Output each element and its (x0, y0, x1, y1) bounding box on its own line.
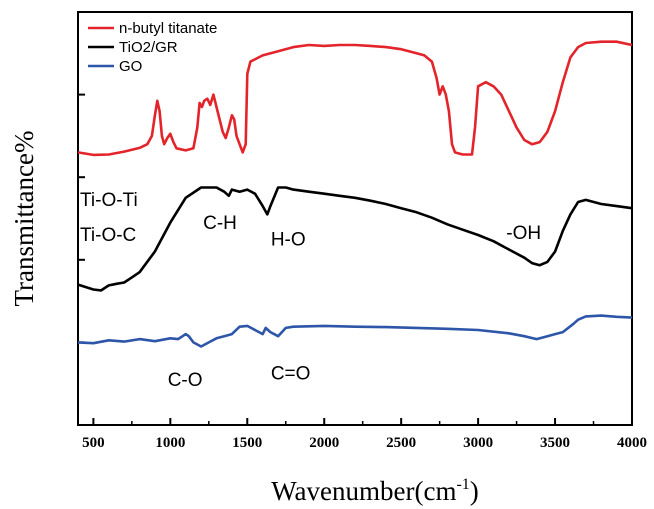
peak-annotation-6: C-O (168, 370, 203, 391)
peak-annotation-5: -OH (506, 223, 541, 244)
peak-annotation-2: Ti-O-C (80, 225, 136, 246)
legend-label-2: TiO2/GR (119, 39, 178, 56)
legend-label-3: GO (119, 58, 142, 75)
x-tick-label-2000: 2000 (309, 435, 339, 451)
series-line-3 (77, 314, 633, 348)
peak-annotation-1: Ti-O-Ti (80, 190, 138, 211)
plot-frame (77, 11, 633, 426)
peak-annotation-3: C-H (203, 213, 237, 234)
x-tick-label-1500: 1500 (232, 435, 262, 451)
x-tick-label-1000: 1000 (155, 435, 185, 451)
x-tick-label-3000: 3000 (463, 435, 493, 451)
x-tick-label-2500: 2500 (386, 435, 416, 451)
legend-label-1: n-butyl titanate (119, 20, 217, 37)
series-line-1 (77, 40, 633, 157)
x-tick-label-500: 500 (82, 435, 105, 451)
peak-annotation-7: C=O (271, 364, 311, 385)
x-tick-label-4000: 4000 (617, 435, 647, 451)
x-tick-label-3500: 3500 (540, 435, 570, 451)
peak-annotation-4: H-O (271, 229, 306, 250)
x-axis-title: Wavenumber(cm-1) (271, 476, 479, 506)
series-line-2 (77, 186, 633, 292)
y-axis-title: Transmittance% (9, 131, 39, 307)
